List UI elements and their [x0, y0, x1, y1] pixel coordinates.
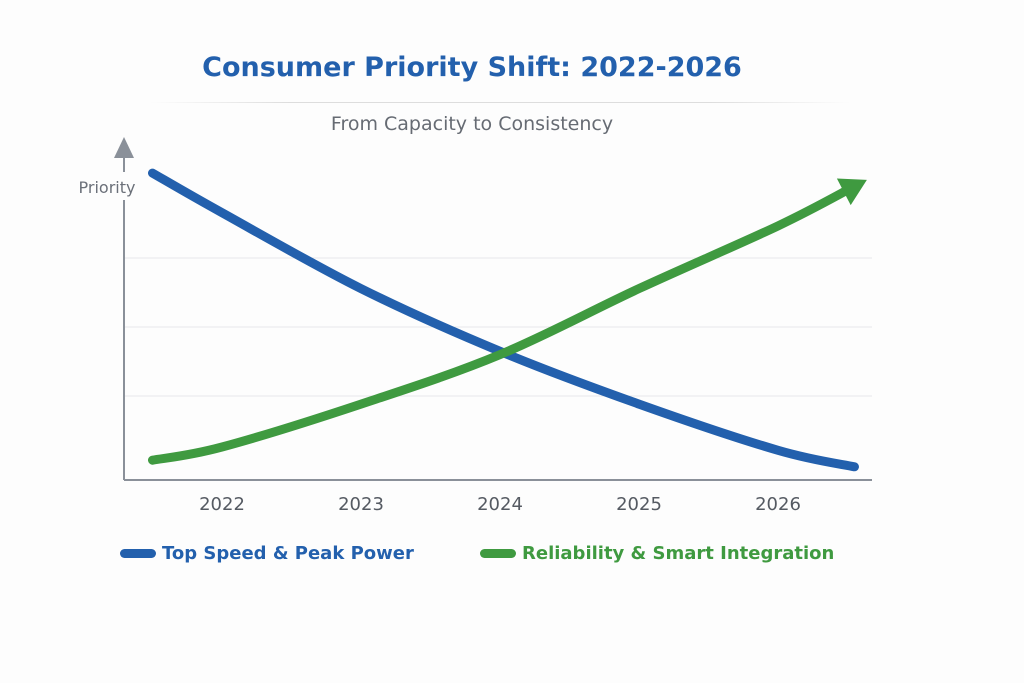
legend-item-series-1: Reliability & Smart Integration: [480, 543, 834, 564]
title-divider: [150, 102, 850, 103]
legend-label: Top Speed & Peak Power: [162, 543, 414, 564]
y-axis-arrow-icon: [114, 137, 134, 158]
x-tick-label: 2024: [477, 494, 523, 515]
series-line-1: [148, 181, 859, 465]
series-line-0: [148, 168, 859, 472]
legend-swatch: [120, 549, 156, 558]
y-axis-label: Priority: [79, 178, 136, 197]
x-tick-label: 2025: [616, 494, 662, 515]
chart-title: Consumer Priority Shift: 2022-2026: [202, 52, 742, 83]
legend-label: Reliability & Smart Integration: [522, 543, 835, 564]
x-tick-label: 2026: [755, 494, 801, 515]
series-arrow-icon: [836, 178, 867, 206]
chart-subtitle: From Capacity to Consistency: [330, 113, 614, 135]
x-tick-label: 2023: [338, 494, 384, 515]
x-tick-label: 2022: [199, 494, 245, 515]
legend-item-series-0: Top Speed & Peak Power: [120, 543, 414, 564]
legend-swatch: [480, 549, 516, 558]
